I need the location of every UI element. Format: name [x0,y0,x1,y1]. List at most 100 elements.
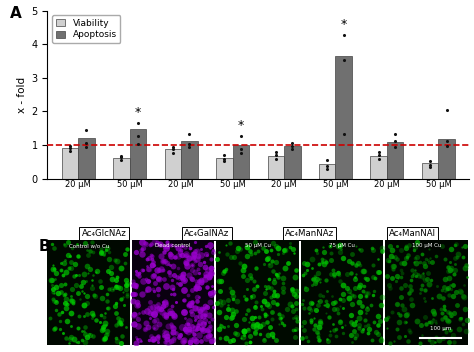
Point [443,317,451,323]
Point [101,335,109,340]
Point [277,315,285,321]
Point [108,286,116,292]
Point [361,323,369,329]
Point [447,265,455,271]
Point [397,286,405,291]
Point [220,156,228,162]
Point [181,315,189,320]
Point [247,294,255,299]
Point [169,285,176,290]
Point [347,333,355,338]
Point [182,260,190,265]
Point [166,272,174,277]
Point [348,251,356,257]
Point [221,269,229,274]
Point [369,292,376,297]
Point [55,311,63,316]
Point [398,247,405,252]
Point [192,286,200,292]
Point [84,270,91,276]
Point [360,268,367,274]
Point [355,299,363,305]
Point [61,242,69,248]
Point [71,262,78,267]
Point [105,257,112,262]
Point [190,252,197,257]
Point [92,318,100,323]
Point [412,274,419,279]
Point [242,312,250,317]
Point [260,337,268,342]
Point [269,300,276,305]
Point [57,260,65,265]
Point [323,166,331,172]
Point [123,246,131,252]
Point [180,287,188,293]
Point [346,290,354,296]
Point [401,319,409,325]
Point [377,337,385,343]
Point [148,253,155,259]
Point [356,246,363,251]
Point [157,306,164,312]
Point [251,304,258,310]
Point [164,336,171,342]
Point [269,334,277,340]
Point [189,299,196,304]
Point [405,290,413,296]
Point [440,303,448,309]
Point [267,285,274,290]
Point [312,307,319,313]
Point [158,309,165,315]
Point [265,261,273,266]
Point [291,327,299,333]
Point [273,294,281,299]
Point [188,338,195,343]
Point [325,314,333,320]
Point [290,246,297,252]
Point [312,247,319,252]
Point [150,239,158,245]
Point [326,244,334,249]
Point [62,257,69,263]
Point [261,261,268,267]
Point [112,302,120,307]
Point [369,274,377,279]
Point [428,295,436,301]
Point [228,290,236,295]
Point [65,265,73,271]
Point [352,275,359,280]
Point [356,262,364,268]
Point [179,297,186,302]
Point [60,260,68,266]
Point [322,277,330,283]
Point [152,303,159,309]
Point [210,249,217,254]
Point [406,329,414,335]
Point [67,334,75,339]
Point [301,306,308,311]
Point [196,314,204,319]
Point [416,259,424,265]
Point [374,269,382,275]
Point [133,336,141,342]
Point [77,283,85,289]
Point [327,250,335,256]
Point [270,288,278,294]
Point [123,293,131,299]
Point [52,307,60,313]
Point [56,326,64,332]
Point [365,330,372,335]
Point [383,325,391,331]
Point [142,277,150,282]
Point [163,314,170,319]
Point [418,251,426,257]
Point [301,284,309,290]
Point [180,339,187,345]
Point [181,277,188,283]
Point [385,282,392,288]
Point [149,286,157,292]
Point [219,270,227,276]
Point [154,276,162,282]
Point [168,277,175,282]
